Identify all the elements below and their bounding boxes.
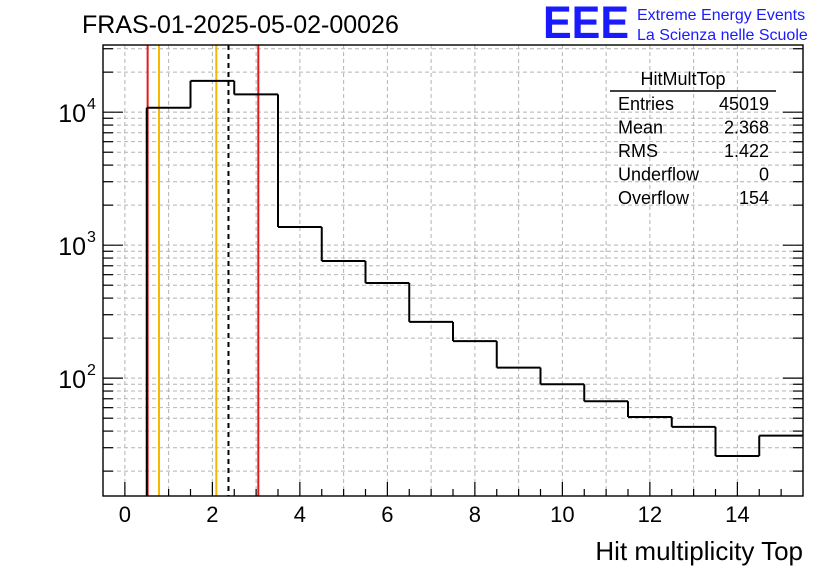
- logo-line2: La Scienza nelle Scuole: [637, 27, 808, 44]
- x-tick-label: 4: [294, 502, 306, 527]
- stats-label: Overflow: [618, 188, 690, 208]
- logo-mark: EEE: [543, 0, 629, 48]
- x-tick-label: 6: [381, 502, 393, 527]
- stats-rows: Entries 45019 Mean 2.368 RMS 1.422 Underflow 0 O…: [618, 94, 769, 208]
- stats-value: 1.422: [724, 141, 769, 161]
- x-tick-label: 2: [206, 502, 218, 527]
- histogram-bins: [145, 79, 803, 496]
- eee-logo: EEE Extreme Energy Events La Scienza nel…: [543, 0, 808, 48]
- grid-lines: [103, 45, 803, 496]
- stats-title: HitMultTop: [640, 69, 725, 89]
- stats-value: 2.368: [724, 118, 769, 138]
- x-tick-label: 12: [638, 502, 662, 527]
- x-tick-label: 10: [550, 502, 574, 527]
- x-tick-labels: 0 2 4 6 8 10 12 14: [119, 502, 750, 527]
- y-tick-label-exp: 3: [87, 229, 96, 246]
- x-tick-label: 14: [725, 502, 749, 527]
- y-tick-label-base: 10: [58, 366, 86, 394]
- stats-label: Mean: [618, 118, 663, 138]
- logo-line1: Extreme Energy Events: [637, 7, 805, 24]
- stats-label: Entries: [618, 94, 674, 114]
- y-tick-label-exp: 4: [87, 96, 96, 113]
- y-tick-label-base: 10: [58, 100, 86, 128]
- x-tick-label: 0: [119, 502, 131, 527]
- stats-label: Underflow: [618, 165, 700, 185]
- stats-value: 45019: [719, 94, 769, 114]
- y-tick-label-exp: 2: [87, 362, 96, 379]
- stats-label: RMS: [618, 141, 658, 161]
- chart-title: FRAS-01-2025-05-02-00026: [82, 11, 399, 39]
- y-tick-label-base: 10: [58, 233, 86, 261]
- axis-ticks: [103, 48, 803, 496]
- stats-value: 0: [759, 165, 769, 185]
- stats-value: 154: [739, 188, 769, 208]
- stats-box: HitMultTop Entries 45019 Mean 2.368 RMS 1.422…: [610, 69, 776, 208]
- x-tick-label: 8: [469, 502, 481, 527]
- x-axis-label: Hit multiplicity Top: [595, 536, 803, 566]
